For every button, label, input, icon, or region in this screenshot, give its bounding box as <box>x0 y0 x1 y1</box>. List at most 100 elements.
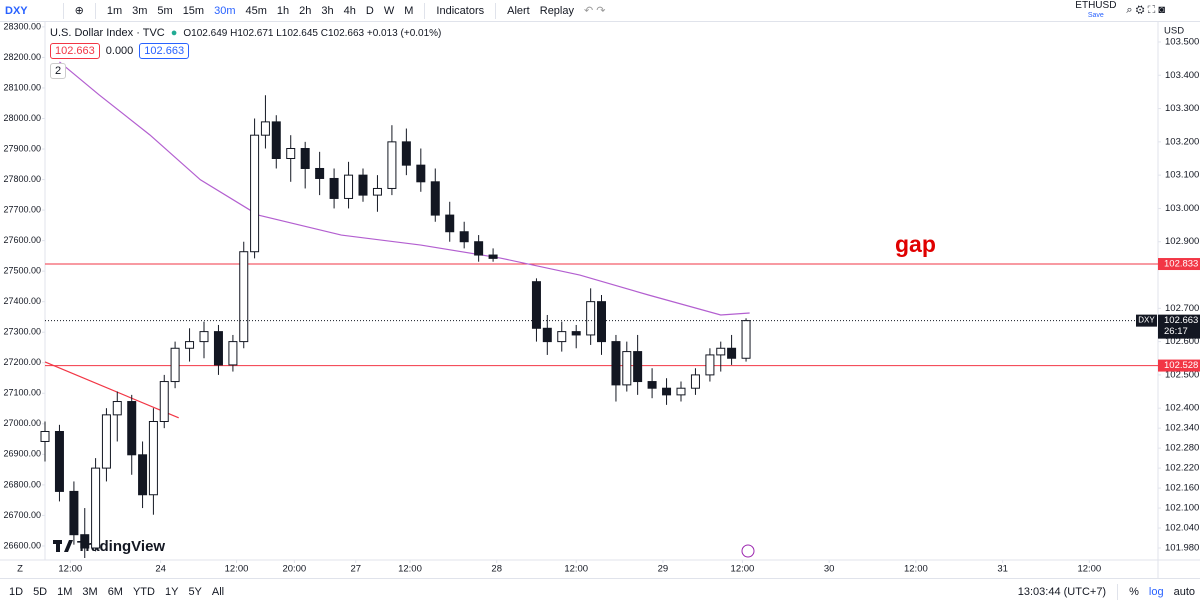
log-toggle[interactable]: log <box>1148 585 1164 598</box>
indicators[interactable]: Indicators <box>436 4 485 17</box>
range[interactable]: 1D <box>9 585 24 598</box>
layout[interactable]: ETHUSD Save <box>1070 0 1121 21</box>
x-tick-label: 20:00 <box>282 564 306 575</box>
status-dot: ● <box>170 27 178 39</box>
left-tick-label: 27900.00 <box>3 143 41 153</box>
candle-body <box>213 331 223 366</box>
sell-button[interactable]: 102.663 <box>50 43 100 59</box>
toolbar-icons[interactable]: ⌕ ⚙ ⛶ ◙ <box>1126 4 1165 16</box>
candle-body <box>69 490 79 536</box>
indicator-toggle[interactable]: 2 <box>50 63 67 79</box>
auto-toggle[interactable]: auto <box>1173 585 1195 598</box>
candle-body <box>372 187 382 196</box>
save[interactable]: Save <box>1087 11 1104 19</box>
left-tick-label: 26800.00 <box>3 479 41 489</box>
candle-body <box>199 331 209 343</box>
symbol[interactable]: DXY <box>5 4 28 17</box>
timeframe[interactable]: 1h <box>276 4 290 17</box>
x-tick-label: 24 <box>155 564 166 575</box>
timeframe[interactable]: 30m <box>214 4 236 17</box>
right-tick-label: 103.300 <box>1165 103 1199 114</box>
watermark: TradingView <box>53 538 165 555</box>
replay[interactable]: Replay <box>539 4 574 17</box>
candle-body <box>138 454 148 496</box>
right-tick-label: 102.100 <box>1165 503 1199 514</box>
x-tick-label: 12:00 <box>904 564 928 575</box>
logo-part <box>56 540 60 552</box>
candle-body <box>315 167 325 179</box>
candle-body <box>488 254 498 259</box>
timeframe[interactable]: 15m <box>182 4 205 17</box>
separator <box>1117 583 1119 600</box>
range[interactable]: YTD <box>132 585 155 598</box>
right-tick-label: 103.200 <box>1165 136 1199 147</box>
timeframe[interactable]: 2h <box>299 4 312 17</box>
legend-title: U.S. Dollar Index · TVC <box>50 27 165 39</box>
range[interactable]: 6M <box>107 585 123 598</box>
timeframe[interactable]: 4h <box>343 4 356 17</box>
candle-body <box>300 148 310 169</box>
timeframe[interactable]: 45m <box>245 4 267 17</box>
x-tick-label: 28 <box>491 564 502 575</box>
timeframe[interactable]: D <box>365 4 374 17</box>
candle-body <box>662 387 672 396</box>
undo[interactable]: ↶ ↷ <box>584 5 606 17</box>
separator <box>495 2 497 19</box>
price-line-label-bg <box>1158 258 1200 271</box>
range[interactable]: 1Y <box>164 585 179 598</box>
separator <box>62 2 64 19</box>
range[interactable]: 5Y <box>188 585 202 598</box>
candle-body <box>239 251 249 343</box>
candle-body <box>690 374 700 389</box>
candle-body <box>54 430 64 492</box>
range[interactable]: All <box>211 585 225 598</box>
price-line-label: 102.833 <box>1164 259 1198 270</box>
candle-body <box>557 331 567 343</box>
x-tick-label: 31 <box>997 564 1008 575</box>
legend-row: U.S. Dollar Index · TVC ● O102.649 H102.… <box>50 27 441 39</box>
event-icon[interactable] <box>741 544 755 558</box>
zoom-button[interactable]: Z <box>17 564 23 575</box>
price-line-label: 102.528 <box>1164 360 1198 371</box>
layout-name: ETHUSD <box>1075 0 1117 11</box>
candle-body <box>622 351 632 386</box>
right-tick-label: 103.000 <box>1165 203 1199 214</box>
timeframe[interactable]: W <box>383 4 395 17</box>
add-symbol[interactable]: ⊕ <box>74 5 84 17</box>
left-tick-label: 26900.00 <box>3 449 41 459</box>
range[interactable]: 1M <box>57 585 73 598</box>
range[interactable]: 3M <box>82 585 98 598</box>
timeframe[interactable]: M <box>404 4 414 17</box>
candle-body <box>416 164 426 183</box>
legend-row: 2 <box>50 63 441 79</box>
alert[interactable]: Alert <box>507 4 530 17</box>
timeframe[interactable]: 1m <box>106 4 123 17</box>
buy-button[interactable]: 102.663 <box>139 43 190 59</box>
clock: 13:03:44 (UTC+7) <box>1017 585 1107 598</box>
left-tick-label: 27700.00 <box>3 204 41 214</box>
range[interactable]: 5D <box>33 585 48 598</box>
candle-body <box>329 177 339 199</box>
timeframe[interactable]: 3m <box>132 4 148 17</box>
last-price-symbol-bg <box>1136 314 1157 327</box>
x-tick-label: 12:00 <box>1077 564 1101 575</box>
candle-body <box>647 381 657 389</box>
timeframe[interactable]: 5m <box>157 4 173 17</box>
right-tick-label: 103.100 <box>1165 170 1199 181</box>
left-tick-label: 28300.00 <box>3 21 41 31</box>
timeframe[interactable]: 3h <box>321 4 334 17</box>
legend-row: 102.663 0.000 102.663 <box>50 43 441 59</box>
candle-body <box>459 231 469 243</box>
candle-body <box>676 387 686 396</box>
candle-body <box>80 534 90 549</box>
left-tick-label: 26700.00 <box>3 510 41 520</box>
candle-body <box>586 301 596 336</box>
trend-line <box>44 361 179 419</box>
legend: U.S. Dollar Index · TVC ● O102.649 H102.… <box>50 27 441 83</box>
candle-body <box>401 141 411 166</box>
left-tick-label: 27600.00 <box>3 235 41 245</box>
separator <box>94 2 96 19</box>
annotation: gap <box>895 231 936 257</box>
percent-toggle[interactable]: % <box>1129 585 1139 598</box>
watermark-text: TradingView <box>77 538 165 555</box>
